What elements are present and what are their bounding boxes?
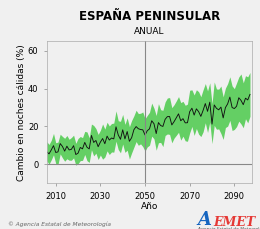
Text: © Agencia Estatal de Meteorología: © Agencia Estatal de Meteorología bbox=[8, 221, 111, 227]
Text: A: A bbox=[198, 211, 212, 229]
Text: ANUAL: ANUAL bbox=[134, 27, 165, 35]
Y-axis label: Cambio en noches cálidas (%): Cambio en noches cálidas (%) bbox=[17, 44, 27, 181]
Text: ESPAÑA PENINSULAR: ESPAÑA PENINSULAR bbox=[79, 10, 220, 23]
Text: EMET: EMET bbox=[213, 216, 255, 229]
X-axis label: Año: Año bbox=[141, 202, 158, 211]
Text: Agencia Estatal de Meteorología: Agencia Estatal de Meteorología bbox=[198, 227, 260, 229]
